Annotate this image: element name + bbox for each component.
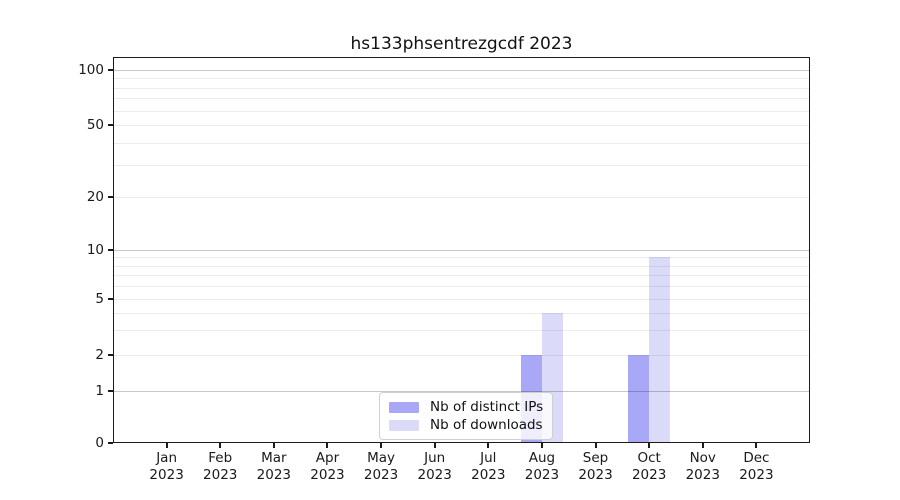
x-tick-month: Jun (424, 450, 446, 466)
x-tick-label: Aug 2023 (514, 450, 570, 483)
x-tick-year: 2023 (578, 466, 613, 483)
x-tick-month: Oct (637, 450, 661, 466)
y-axis-tick (108, 196, 113, 198)
x-axis-tick (755, 443, 758, 448)
gridline-minor (114, 312, 809, 314)
gridline-minor (114, 330, 809, 332)
y-tick-label: 10 (86, 242, 104, 258)
x-tick-label: Jan 2023 (139, 450, 195, 483)
gridline-minor (114, 265, 809, 267)
y-tick-label: 1 (95, 383, 104, 399)
gridline-minor (114, 125, 809, 126)
gridline-minor (114, 275, 809, 277)
y-tick-label: 100 (78, 62, 104, 78)
x-axis-tick (380, 443, 383, 448)
x-tick-month: Jul (480, 450, 497, 466)
gridline-minor (114, 286, 809, 288)
gridline-major (114, 391, 809, 392)
x-tick-year: 2023 (524, 466, 560, 483)
gridline-minor (114, 355, 809, 356)
x-axis-tick (433, 443, 436, 448)
x-tick-label: Sep 2023 (568, 450, 624, 483)
x-axis-tick (326, 443, 329, 448)
y-tick-label: 0 (95, 435, 104, 451)
x-tick-month: Sep (582, 450, 609, 466)
gridline-major (114, 250, 809, 251)
x-tick-label: May 2023 (353, 450, 409, 483)
x-axis-tick (219, 443, 222, 448)
x-tick-label: Apr 2023 (299, 450, 355, 483)
x-tick-year: 2023 (631, 466, 667, 483)
x-tick-month: Mar (261, 450, 287, 466)
gridline-minor (114, 197, 809, 198)
x-tick-label: Nov 2023 (675, 450, 731, 483)
y-tick-label: 5 (95, 291, 104, 307)
y-tick-label: 20 (86, 189, 104, 205)
legend-item-distinct-ips: Nb of distinct IPs (389, 398, 543, 416)
x-axis-tick (487, 443, 490, 448)
gridline-minor (114, 110, 809, 112)
gridline-minor (114, 87, 809, 89)
y-axis-tick (108, 354, 113, 356)
legend-label-downloads: Nb of downloads (430, 417, 543, 433)
x-tick-year: 2023 (363, 466, 399, 483)
y-axis-tick (108, 69, 113, 71)
gridline-minor (114, 299, 809, 300)
x-tick-year: 2023 (149, 466, 184, 483)
x-axis-tick (701, 443, 704, 448)
legend-swatch-distinct-ips (389, 401, 419, 413)
x-tick-month: Nov (689, 450, 716, 466)
x-tick-year: 2023 (685, 466, 720, 483)
x-tick-label: Dec 2023 (728, 450, 784, 483)
x-tick-year: 2023 (739, 466, 774, 483)
x-tick-year: 2023 (256, 466, 292, 483)
bar-nb-of-downloads-oct (649, 257, 671, 443)
gridline-minor (114, 98, 809, 100)
x-axis-tick (540, 443, 543, 448)
y-tick-label: 50 (86, 117, 104, 133)
bar-nb-of-distinct-ips-oct (628, 355, 650, 443)
legend-label-distinct-ips: Nb of distinct IPs (430, 399, 544, 415)
y-axis-tick (108, 442, 113, 444)
gridline-minor (114, 257, 809, 259)
x-axis-tick (272, 443, 275, 448)
x-axis-tick (594, 443, 597, 448)
x-tick-label: Feb 2023 (192, 450, 248, 483)
x-tick-label: Jun 2023 (407, 450, 463, 483)
y-tick-label: 2 (95, 347, 104, 363)
legend-item-downloads: Nb of downloads (389, 416, 543, 434)
legend-swatch-downloads (389, 419, 419, 431)
gridline-major (114, 70, 809, 71)
gridline-minor (114, 142, 809, 144)
x-tick-label: Mar 2023 (246, 450, 302, 483)
x-tick-month: Aug (528, 450, 556, 466)
y-axis-tick (108, 390, 113, 392)
x-tick-year: 2023 (471, 466, 506, 483)
x-tick-month: Feb (208, 450, 233, 466)
legend: Nb of distinct IPs Nb of downloads (379, 392, 554, 440)
x-axis-tick (648, 443, 651, 448)
x-axis-tick (165, 443, 168, 448)
x-tick-month: Dec (743, 450, 770, 466)
chart-title: hs133phsentrezgcdf 2023 (350, 34, 573, 54)
x-tick-month: May (367, 450, 396, 466)
gridline-minor (114, 165, 809, 167)
x-tick-label: Jul 2023 (460, 450, 516, 483)
x-tick-year: 2023 (310, 466, 345, 483)
x-tick-year: 2023 (203, 466, 238, 483)
x-tick-year: 2023 (417, 466, 452, 483)
y-axis-tick (108, 124, 113, 126)
x-tick-month: Jan (156, 450, 178, 466)
x-tick-label: Oct 2023 (621, 450, 677, 483)
gridline-minor (114, 78, 809, 80)
y-axis-tick (108, 249, 113, 251)
y-axis-tick (108, 298, 113, 300)
x-tick-month: Apr (315, 450, 340, 466)
